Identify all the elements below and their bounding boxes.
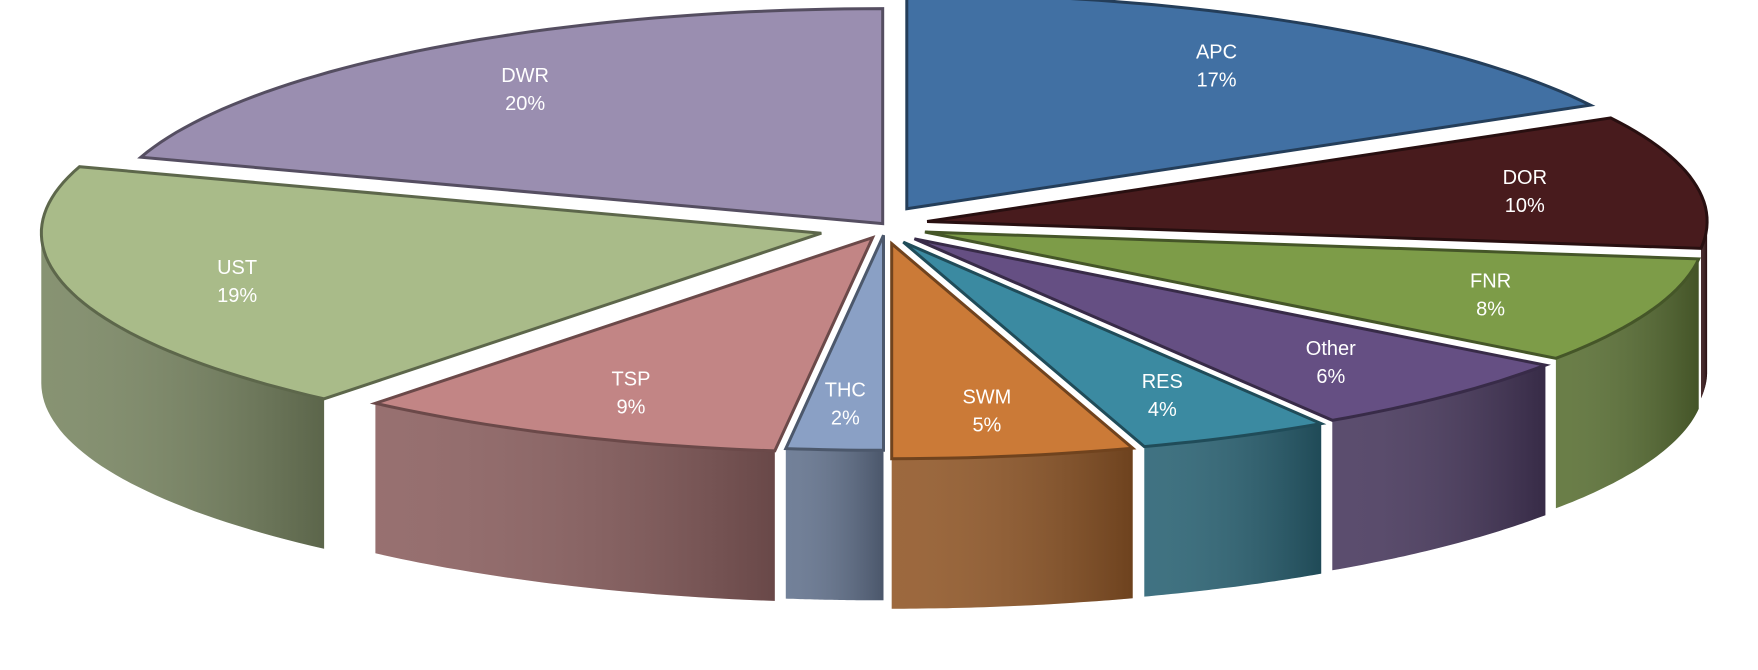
pie-slice-fnr [924,230,1702,360]
pie-side-shading [375,403,775,601]
data-label-value-fnr: 8% [1476,299,1505,321]
data-label-category-swm: SWM [962,386,1011,408]
pie-slice-swm [890,240,1137,461]
pie-side-shading [1144,423,1322,597]
pie-side-shading [1701,221,1708,399]
pie-data-labels: APC 17% DOR 10% FNR 8% Other 6% RES 4% SWM 5% THC 2% T… [217,41,1547,436]
data-label-category-other: Other [1306,338,1356,360]
data-label-value-swm: 5% [972,414,1001,436]
pie-slice-other [913,237,1551,422]
pie-side-walls [41,221,1708,609]
data-label-value-other: 6% [1316,366,1345,388]
data-label-category-dor: DOR [1503,167,1547,189]
data-label-category-ust: UST [217,257,257,279]
data-label-category-fnr: FNR [1470,271,1511,293]
data-label-category-tsp: TSP [612,369,651,391]
pie-side-shading [1555,258,1699,509]
pie-slice-dor [926,116,1709,250]
pie-top-faces [39,0,1709,461]
pie-side-shading [785,448,884,601]
data-label-value-res: 4% [1148,399,1177,421]
data-label-category-thc: THC [825,380,866,402]
data-label-value-dwr: 20% [505,93,545,115]
pie-slice-res [902,240,1327,449]
pie-slice-dwr [137,7,885,226]
data-label-value-thc: 2% [831,408,860,430]
data-label-value-apc: 17% [1196,69,1236,91]
pie-side-shading [1332,365,1546,571]
data-label-value-ust: 19% [217,285,257,307]
data-label-value-dor: 10% [1505,195,1545,217]
pie-slice-apc [905,0,1596,211]
pie-slice-tsp [369,235,876,453]
pie-slice-ust [39,165,822,401]
pie-side-shading [41,233,325,549]
data-label-category-apc: APC [1196,41,1237,63]
pie-slice-thc [783,234,885,452]
pie-side-shading [891,448,1133,609]
data-label-category-res: RES [1142,371,1183,393]
data-label-category-dwr: DWR [501,65,549,87]
data-label-value-tsp: 9% [617,397,646,419]
